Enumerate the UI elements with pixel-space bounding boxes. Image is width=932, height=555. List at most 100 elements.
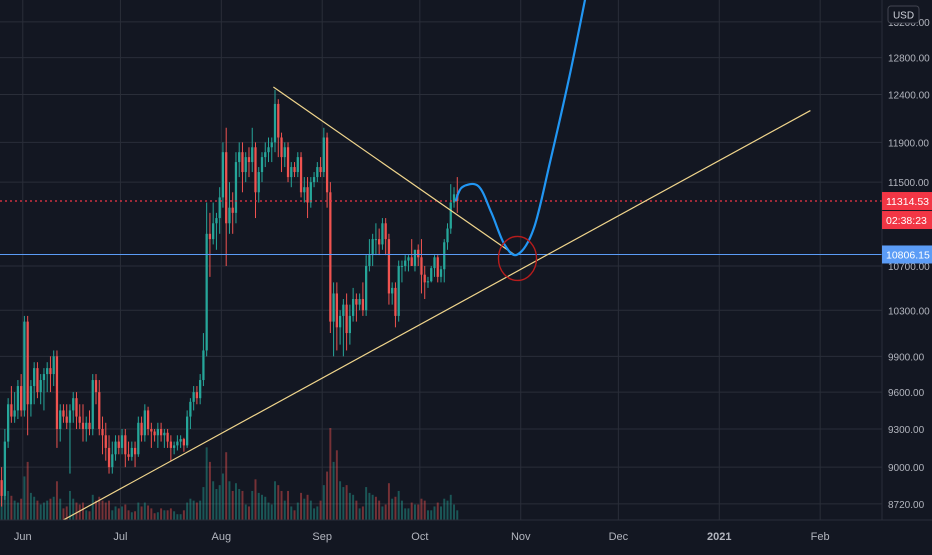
time-axis[interactable]: Jun Jul Aug Sep Oct Nov Dec 2021 Feb [0, 519, 932, 550]
candle-body [202, 350, 205, 381]
candle-body [101, 429, 104, 436]
price-tick-label: 9000.00 [888, 463, 925, 474]
candle-body [88, 422, 91, 430]
candle [312, 172, 316, 188]
volume-bar [59, 498, 62, 520]
countdown-label-text: 02:38:23 [886, 215, 927, 227]
candle-body [20, 386, 23, 411]
volume-bar [410, 502, 413, 520]
candle [55, 350, 59, 448]
candle [153, 429, 156, 442]
candle [159, 422, 163, 442]
candle [169, 435, 173, 461]
volume-bar [108, 500, 111, 520]
candle-body [371, 239, 374, 256]
volume-bar [55, 481, 58, 520]
candle-body [29, 386, 33, 405]
candle-body [163, 432, 166, 436]
volume-bar [287, 490, 290, 520]
volume-bar [352, 494, 355, 520]
candle [384, 218, 387, 256]
candle [215, 212, 218, 250]
last-price-label-text: 11314.53 [886, 196, 929, 208]
volume-bar [147, 505, 150, 520]
candle [446, 223, 449, 250]
volume-bar [244, 504, 247, 520]
volume-bar [192, 500, 195, 520]
volume-bar [339, 481, 342, 520]
candle [306, 177, 309, 219]
volume-bar [355, 500, 358, 520]
candle-body [120, 435, 124, 448]
volume-bar [430, 510, 433, 520]
candle [404, 255, 407, 272]
candle-body [410, 257, 413, 266]
projection-curve[interactable] [454, 0, 587, 257]
candle-body [169, 441, 173, 448]
candle [247, 147, 251, 178]
candle [6, 398, 10, 448]
time-tick-label: Aug [212, 531, 232, 543]
candle-body [342, 304, 345, 316]
volume-bar [378, 500, 381, 520]
volume-bar [46, 500, 49, 520]
candle [23, 315, 26, 417]
volume-bar [440, 506, 442, 520]
candle-body [231, 207, 234, 213]
candle [254, 142, 257, 219]
time-tick-label: Feb [811, 531, 830, 543]
volume-bar [342, 487, 345, 520]
countdown-label-box [882, 211, 932, 230]
volume-bar [29, 492, 32, 520]
candle-body [3, 441, 7, 496]
candle-body [286, 147, 290, 178]
candle-body [218, 197, 221, 219]
volume-bar [195, 502, 198, 520]
volume-bar [443, 498, 446, 520]
candle [231, 192, 234, 234]
candle-body [423, 274, 426, 283]
volume-bar [169, 508, 172, 520]
price-tick-label: 12400.00 [888, 91, 930, 102]
candle-body [186, 416, 189, 446]
candle-body [277, 103, 280, 138]
candle [143, 404, 146, 442]
candle [335, 282, 338, 351]
volume-bar [143, 502, 146, 520]
candle-body [65, 416, 68, 423]
descending-trendline[interactable] [273, 86, 515, 255]
drawings[interactable] [0, 0, 882, 541]
ascending-trendline[interactable] [25, 110, 811, 541]
candle-body [98, 392, 101, 430]
candle-body [192, 392, 195, 402]
candle [452, 187, 456, 208]
volume-bar [274, 481, 276, 520]
volume-bar [189, 498, 192, 520]
candle [85, 416, 88, 442]
candle [140, 416, 143, 442]
candle [52, 350, 55, 387]
currency-badge[interactable]: USD [887, 5, 920, 24]
candle [273, 89, 277, 153]
volume-bar [423, 500, 426, 520]
candle-body [247, 157, 251, 163]
candle-body [368, 255, 371, 266]
candle [91, 374, 94, 436]
candle [439, 265, 443, 283]
candle-body [199, 380, 202, 399]
candle [49, 356, 52, 393]
candle-body [260, 157, 264, 173]
highlight-circle[interactable] [497, 235, 538, 282]
candle [325, 132, 329, 208]
candle [413, 249, 417, 272]
candle [238, 142, 241, 178]
candle-body [303, 187, 306, 193]
candle [394, 282, 397, 328]
volume-bar [417, 504, 420, 520]
candle [117, 435, 120, 455]
candle-body [254, 147, 257, 193]
volume-bar [391, 498, 394, 520]
candle-body [322, 137, 325, 173]
